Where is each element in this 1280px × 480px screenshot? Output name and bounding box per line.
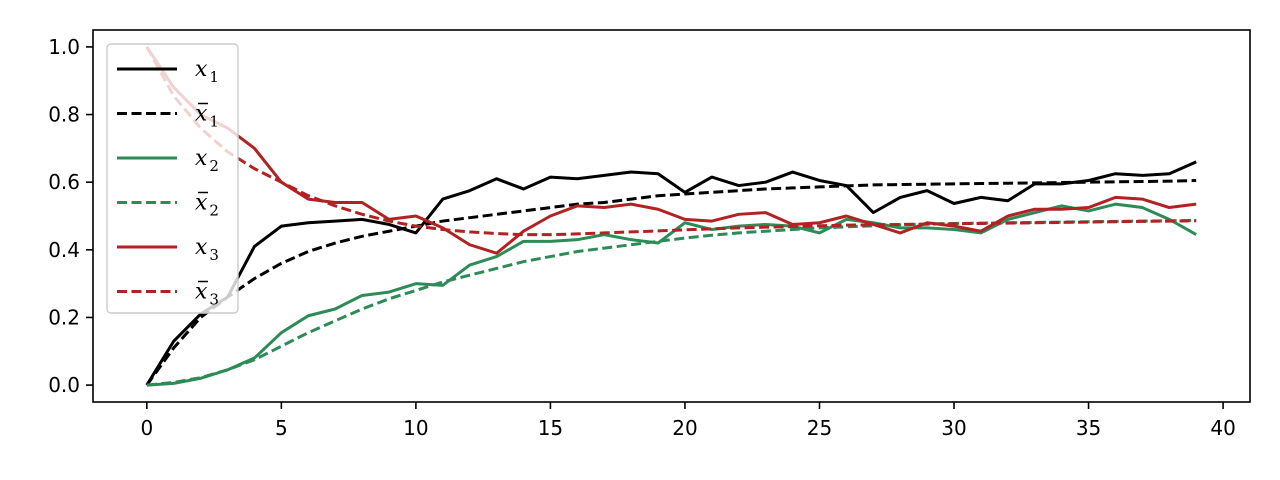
legend-subscript: 1 xyxy=(209,113,219,131)
legend-subscript: 2 xyxy=(209,157,219,175)
x-axis: 0 5 10 15 20 25 30 35 40 xyxy=(140,402,1236,440)
y-tick-label: 0.0 xyxy=(48,373,80,397)
x-tick-label: 0 xyxy=(140,416,153,440)
y-axis: 0.0 0.2 0.4 0.6 0.8 1.0 xyxy=(48,35,93,397)
legend: x 1x 1x 2x 2x 3x 3 xyxy=(106,43,239,314)
legend-subscript: 1 xyxy=(209,68,219,86)
x-tick-label: 5 xyxy=(275,416,288,440)
y-tick-label: 0.8 xyxy=(48,103,80,127)
y-tick-label: 0.6 xyxy=(48,170,80,194)
x-tick-label: 20 xyxy=(672,416,697,440)
y-tick-label: 0.4 xyxy=(48,238,80,262)
series-line-x1-bar xyxy=(145,178,1197,386)
series-group xyxy=(145,46,1197,387)
x-tick-label: 40 xyxy=(1210,416,1235,440)
series-line-x3-bar xyxy=(145,46,1197,237)
y-tick-label: 0.2 xyxy=(48,305,80,329)
axes-frame xyxy=(92,29,1251,403)
series-line-x1 xyxy=(145,160,1197,386)
legend-subscript: 3 xyxy=(209,291,219,309)
series-line-x2 xyxy=(146,202,1197,387)
plot-area xyxy=(92,29,1251,403)
x-tick-label: 35 xyxy=(1076,416,1101,440)
x-tick-label: 10 xyxy=(403,416,428,440)
legend-subscript: 2 xyxy=(209,202,219,220)
y-tick-label: 1.0 xyxy=(48,35,80,59)
legend-subscript: 3 xyxy=(209,246,219,264)
x-tick-label: 30 xyxy=(941,416,966,440)
x-tick-label: 25 xyxy=(807,416,832,440)
x-tick-label: 15 xyxy=(538,416,563,440)
